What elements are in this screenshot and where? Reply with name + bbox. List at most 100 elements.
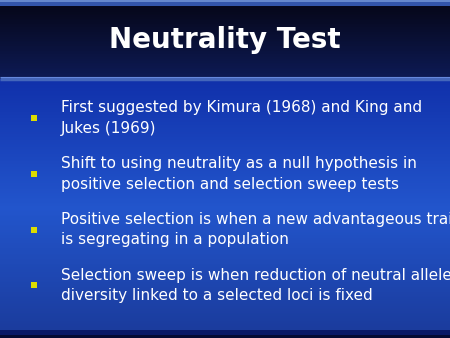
Bar xyxy=(0,51,450,52)
Bar xyxy=(0,164,450,166)
Bar xyxy=(0,274,450,275)
Bar xyxy=(0,68,450,69)
Bar xyxy=(0,46,450,47)
Bar xyxy=(0,275,450,277)
Bar xyxy=(0,12,450,14)
Bar xyxy=(0,139,450,140)
Bar xyxy=(0,287,450,289)
Bar xyxy=(0,191,450,193)
Bar xyxy=(0,269,450,270)
Bar xyxy=(0,93,450,95)
Bar xyxy=(0,14,450,15)
Bar xyxy=(0,252,450,254)
Bar xyxy=(0,211,450,213)
Bar xyxy=(0,152,450,154)
Bar xyxy=(0,308,450,309)
Bar xyxy=(0,297,450,299)
Bar xyxy=(0,57,450,59)
Bar xyxy=(0,232,450,233)
Bar xyxy=(0,333,450,335)
Bar xyxy=(0,296,450,297)
Bar xyxy=(0,189,450,191)
Bar xyxy=(0,120,450,122)
Bar xyxy=(0,279,450,281)
Bar xyxy=(0,248,450,250)
Bar xyxy=(0,8,450,10)
Bar xyxy=(0,230,450,232)
Bar xyxy=(0,132,450,134)
Bar xyxy=(0,326,450,328)
Bar xyxy=(0,63,450,64)
Bar xyxy=(0,142,450,144)
Bar xyxy=(0,223,450,225)
Bar xyxy=(0,313,450,314)
Bar xyxy=(0,238,450,240)
Bar xyxy=(0,213,450,215)
Bar xyxy=(0,259,450,260)
Bar xyxy=(0,115,450,117)
Bar xyxy=(0,15,450,17)
Bar xyxy=(0,306,450,308)
Bar xyxy=(0,155,450,157)
Bar xyxy=(0,149,450,150)
Bar xyxy=(0,32,450,34)
Bar xyxy=(0,7,450,8)
Bar xyxy=(0,145,450,147)
Bar xyxy=(0,137,450,139)
Bar xyxy=(0,66,450,68)
Bar xyxy=(0,154,450,155)
Bar xyxy=(0,27,450,29)
Bar xyxy=(0,264,450,265)
Bar xyxy=(0,314,450,316)
Bar xyxy=(0,174,450,176)
Text: Positive selection is when a new advantageous trait
is segregating in a populati: Positive selection is when a new advanta… xyxy=(61,212,450,247)
Bar xyxy=(0,286,450,287)
Bar xyxy=(0,289,450,291)
Bar xyxy=(0,47,450,49)
Bar xyxy=(0,125,450,127)
Bar xyxy=(0,95,450,96)
Bar xyxy=(0,254,450,255)
Bar xyxy=(0,135,450,137)
Bar xyxy=(0,294,450,296)
Bar xyxy=(0,19,450,20)
Text: First suggested by Kimura (1968) and King and
Jukes (1969): First suggested by Kimura (1968) and Kin… xyxy=(61,100,422,136)
Bar xyxy=(0,196,450,198)
Bar xyxy=(0,181,450,183)
Bar xyxy=(0,335,450,336)
Bar xyxy=(0,243,450,245)
Bar xyxy=(0,140,450,142)
Bar xyxy=(0,29,450,30)
Bar xyxy=(0,183,450,184)
Bar xyxy=(0,203,450,204)
Bar xyxy=(0,184,450,186)
Bar xyxy=(0,25,450,27)
Bar xyxy=(0,242,450,243)
Bar xyxy=(0,208,450,210)
Bar xyxy=(0,3,450,5)
Bar xyxy=(0,42,450,44)
Bar xyxy=(0,237,450,238)
Bar xyxy=(0,34,450,35)
Bar xyxy=(0,201,450,203)
Bar xyxy=(0,100,450,101)
Bar xyxy=(0,44,450,46)
Bar xyxy=(0,245,450,247)
Bar xyxy=(0,218,450,220)
Bar xyxy=(0,172,450,174)
Bar xyxy=(0,127,450,128)
Bar xyxy=(0,64,450,66)
Bar xyxy=(0,108,450,110)
Bar xyxy=(0,257,450,259)
Bar xyxy=(0,188,450,189)
Bar xyxy=(0,330,450,331)
Bar xyxy=(0,171,450,172)
Bar xyxy=(0,281,450,282)
Bar xyxy=(0,198,450,199)
Bar xyxy=(0,233,450,235)
Bar xyxy=(0,291,450,292)
Bar xyxy=(0,17,450,19)
Bar xyxy=(0,225,450,226)
Bar xyxy=(0,311,450,313)
Bar xyxy=(0,162,450,164)
